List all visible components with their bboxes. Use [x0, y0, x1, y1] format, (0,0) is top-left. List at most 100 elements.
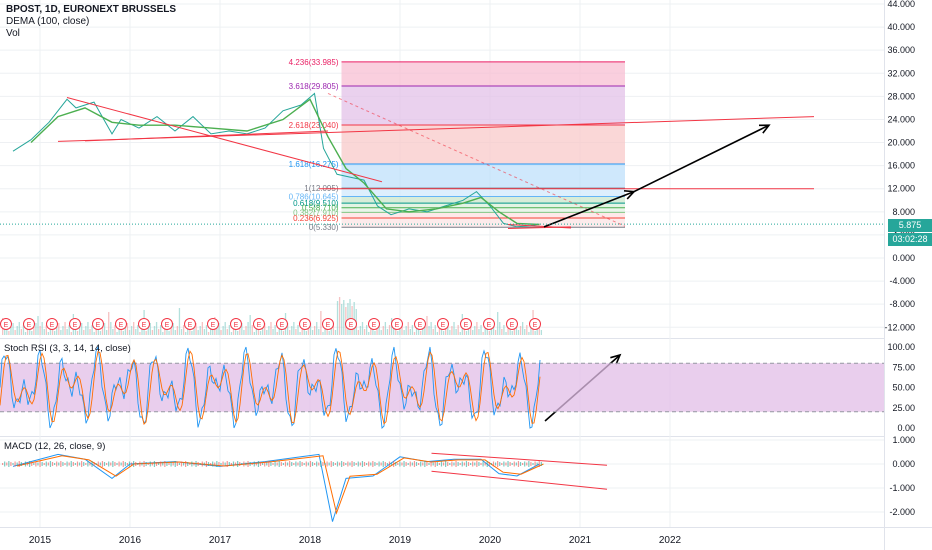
macd-histogram-bar[interactable]	[120, 462, 122, 466]
macd-histogram-bar[interactable]	[386, 463, 388, 465]
macd-histogram-bar[interactable]	[286, 462, 289, 466]
macd-histogram-bar[interactable]	[155, 462, 158, 466]
macd-histogram-bar[interactable]	[20, 462, 22, 466]
macd-histogram-bar[interactable]	[145, 462, 147, 466]
macd-histogram-bar[interactable]	[282, 463, 284, 465]
volume-bar[interactable]	[126, 323, 129, 335]
macd-histogram-bar[interactable]	[341, 461, 343, 467]
earnings-marker[interactable]	[299, 318, 311, 330]
macd-histogram-bar[interactable]	[118, 461, 120, 467]
macd-histogram-bar[interactable]	[472, 461, 474, 467]
macd-histogram-bar[interactable]	[395, 462, 397, 466]
volume-bar[interactable]	[8, 331, 10, 335]
macd-histogram-bar[interactable]	[185, 461, 187, 467]
macd-histogram-bar[interactable]	[351, 461, 353, 467]
macd-histogram-bar[interactable]	[99, 462, 101, 466]
y-tick-label[interactable]: 16.000	[887, 161, 915, 171]
volume-bar[interactable]	[494, 330, 497, 335]
macd-histogram-bar[interactable]	[459, 463, 461, 465]
macd-histogram-bar[interactable]	[428, 463, 430, 465]
macd-histogram-bar[interactable]	[237, 461, 239, 467]
macd-histogram-bar[interactable]	[301, 462, 303, 466]
volume-bar[interactable]	[378, 323, 380, 335]
macd-histogram-bar[interactable]	[284, 461, 287, 467]
volume-bar[interactable]	[295, 329, 297, 335]
volume-bar[interactable]	[301, 328, 303, 335]
volume-bar[interactable]	[39, 326, 41, 335]
macd-histogram-bar[interactable]	[424, 461, 426, 467]
macd-histogram-bar[interactable]	[295, 461, 297, 467]
macd-histogram-bar[interactable]	[334, 463, 336, 465]
volume-bar[interactable]	[291, 326, 293, 335]
volume-bar[interactable]	[422, 327, 424, 335]
macd-histogram-bar[interactable]	[51, 462, 54, 466]
volume-bar[interactable]	[376, 327, 378, 335]
volume-bar[interactable]	[465, 331, 468, 335]
macd-histogram-bar[interactable]	[110, 462, 112, 466]
macd-histogram-bar[interactable]	[488, 462, 490, 466]
macd-histogram-bar[interactable]	[311, 462, 314, 466]
volume-bar[interactable]	[22, 325, 25, 335]
macd-histogram-bar[interactable]	[58, 462, 60, 466]
volume-bar[interactable]	[237, 331, 239, 335]
volume-bar[interactable]	[106, 330, 108, 335]
volume-bar[interactable]	[199, 326, 201, 335]
macd-histogram-bar[interactable]	[116, 463, 118, 465]
volume-bar[interactable]	[488, 331, 491, 335]
volume-bar[interactable]	[428, 326, 430, 335]
macd-histogram-bar[interactable]	[64, 463, 66, 465]
volume-bar[interactable]	[530, 328, 532, 335]
macd-histogram-bar[interactable]	[393, 461, 395, 467]
volume-bar[interactable]	[361, 322, 364, 335]
volume-bar[interactable]	[307, 327, 310, 335]
macd-histogram-bar[interactable]	[68, 462, 70, 466]
volume-bar[interactable]	[253, 332, 255, 335]
macd-histogram-bar[interactable]	[338, 462, 341, 466]
macd-histogram-bar[interactable]	[234, 462, 237, 466]
macd-histogram-bar[interactable]	[112, 461, 114, 467]
volume-bar[interactable]	[266, 330, 268, 335]
macd-histogram-bar[interactable]	[141, 462, 143, 466]
macd-histogram-bar[interactable]	[268, 461, 270, 467]
macd-histogram-bar[interactable]	[60, 461, 62, 467]
macd-histogram-bar[interactable]	[378, 461, 380, 467]
volume-bar[interactable]	[332, 323, 335, 335]
earnings-marker[interactable]	[46, 318, 58, 330]
volume-bar[interactable]	[49, 328, 52, 335]
macd-histogram-bar[interactable]	[108, 461, 110, 467]
volume-bar[interactable]	[81, 323, 83, 335]
earnings-marker-label[interactable]: E	[73, 322, 78, 329]
stoch-d-line[interactable]	[0, 350, 541, 426]
volume-bar[interactable]	[226, 329, 228, 335]
volume-bar[interactable]	[141, 328, 143, 335]
volume-bar[interactable]	[16, 326, 18, 335]
macd-histogram-bar[interactable]	[224, 462, 226, 466]
volume-bar[interactable]	[311, 330, 314, 335]
macd-histogram-bar[interactable]	[91, 461, 93, 467]
macd-histogram-bar[interactable]	[470, 463, 472, 465]
y-tick-label[interactable]: -12.000	[884, 322, 915, 332]
macd-histogram-bar[interactable]	[180, 461, 183, 467]
macd-histogram-bar[interactable]	[83, 462, 85, 466]
macd-histogram-bar[interactable]	[201, 461, 203, 467]
arrow-head[interactable]	[623, 190, 636, 200]
macd-histogram-bar[interactable]	[220, 463, 222, 465]
macd-histogram-bar[interactable]	[214, 462, 216, 466]
macd-histogram-bar[interactable]	[230, 463, 232, 465]
earnings-marker-label[interactable]: E	[188, 322, 193, 329]
macd-histogram-bar[interactable]	[4, 461, 6, 467]
macd-histogram-bar[interactable]	[434, 461, 436, 467]
volume-bar[interactable]	[76, 331, 79, 335]
volume-bar[interactable]	[384, 322, 387, 335]
macd-histogram-bar[interactable]	[309, 461, 312, 467]
x-tick-label[interactable]: 2021	[569, 535, 592, 546]
volume-bar[interactable]	[14, 330, 16, 335]
volume-bar[interactable]	[297, 325, 299, 335]
volume-bar[interactable]	[299, 332, 301, 335]
macd-histogram-bar[interactable]	[16, 462, 18, 466]
macd-histogram-bar[interactable]	[482, 461, 484, 467]
volume-bar[interactable]	[309, 323, 312, 335]
macd-histogram-bar[interactable]	[536, 462, 538, 466]
x-tick-label[interactable]: 2022	[659, 535, 682, 546]
volume-bar[interactable]	[130, 326, 133, 335]
